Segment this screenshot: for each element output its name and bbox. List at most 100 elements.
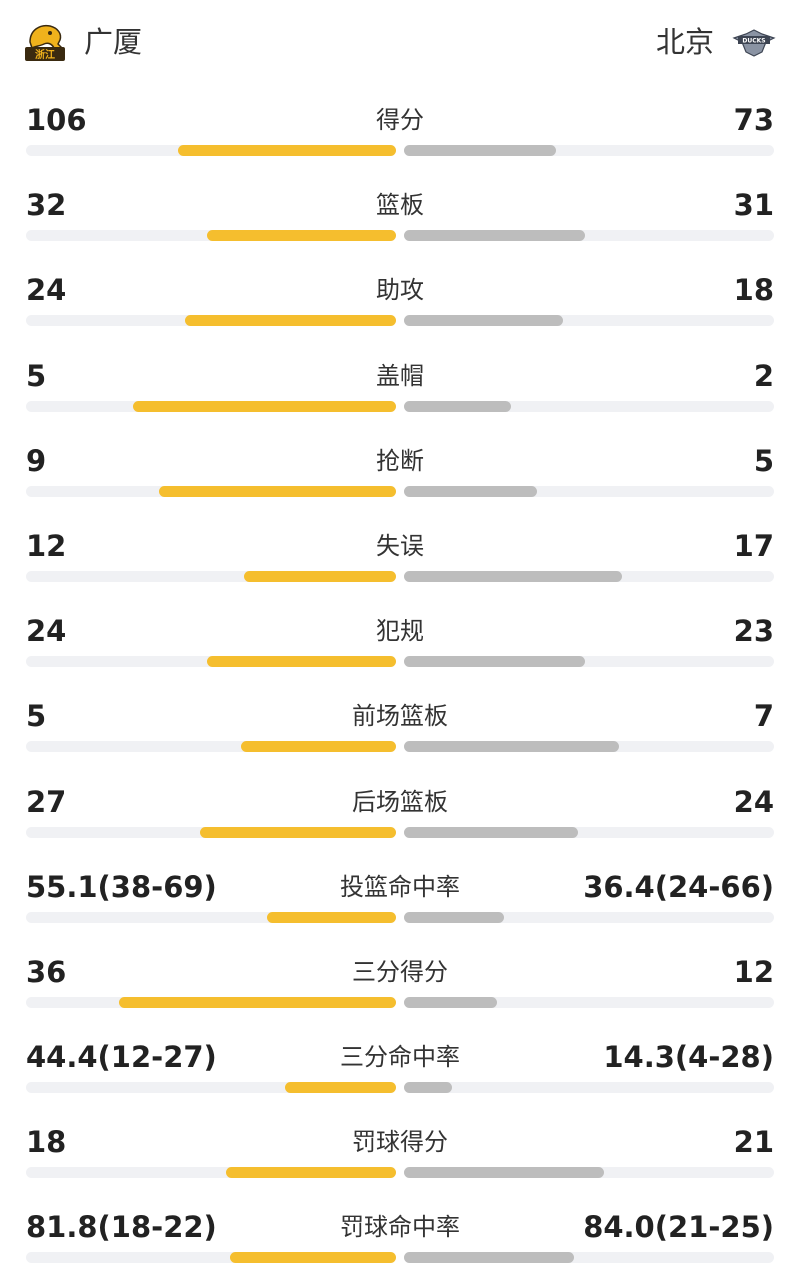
stat-row: 106 得分 73 bbox=[0, 78, 800, 163]
home-stat-value: 36 bbox=[26, 954, 67, 989]
away-stat-track bbox=[404, 656, 774, 668]
away-stat-track bbox=[404, 826, 774, 838]
away-stat-track bbox=[404, 1252, 774, 1264]
home-stat-value: 12 bbox=[26, 528, 67, 563]
away-stat-value: 2 bbox=[753, 358, 774, 393]
away-stat-bar bbox=[404, 826, 578, 838]
away-stat-track bbox=[404, 145, 774, 156]
home-stat-value: 55.1(38-69) bbox=[26, 869, 217, 904]
home-stat-bar bbox=[207, 656, 396, 668]
away-stat-value: 23 bbox=[733, 614, 774, 649]
home-stat-bar bbox=[159, 485, 396, 497]
home-stat-bar bbox=[285, 1082, 396, 1094]
stat-label: 犯规 bbox=[376, 617, 424, 646]
home-stat-track bbox=[26, 315, 396, 327]
home-stat-bar bbox=[244, 570, 396, 582]
home-stat-track bbox=[26, 400, 396, 412]
home-stat-bar bbox=[207, 230, 396, 242]
away-stat-track bbox=[404, 230, 774, 242]
away-stat-value: 73 bbox=[733, 103, 774, 137]
away-stat-bar bbox=[404, 911, 504, 923]
home-stat-bar bbox=[118, 996, 396, 1008]
stat-label: 投篮命中率 bbox=[340, 872, 460, 901]
home-stat-value: 9 bbox=[26, 443, 47, 478]
tiger-logo-icon: 浙江 bbox=[25, 24, 65, 61]
away-stat-bar bbox=[404, 1082, 453, 1094]
away-stat-bar bbox=[404, 315, 564, 327]
home-stat-bar bbox=[133, 400, 396, 412]
stat-row: 24 犯规 23 bbox=[0, 589, 800, 674]
away-stat-bar bbox=[404, 570, 623, 582]
home-stat-bar bbox=[266, 911, 396, 923]
stat-row: 5 盖帽 2 bbox=[0, 334, 800, 419]
home-stat-bar bbox=[199, 826, 396, 838]
stat-label: 罚球命中率 bbox=[340, 1213, 460, 1242]
home-stat-track bbox=[26, 656, 396, 668]
stat-row: 5 前场篮板 7 bbox=[0, 674, 800, 759]
home-stat-track bbox=[26, 485, 396, 497]
home-stat-value: 18 bbox=[26, 1125, 67, 1160]
stat-row: 12 失误 17 bbox=[0, 504, 800, 589]
home-stat-track bbox=[26, 570, 396, 582]
away-stat-track bbox=[404, 911, 774, 923]
stat-label: 前场篮板 bbox=[352, 702, 448, 731]
stat-row: 36 三分得分 12 bbox=[0, 930, 800, 1015]
away-stat-bar bbox=[404, 741, 619, 753]
home-stat-track bbox=[26, 230, 396, 242]
stat-row: 18 罚球得分 21 bbox=[0, 1100, 800, 1185]
away-stat-value: 36.4(24-66) bbox=[583, 869, 774, 904]
stat-label: 助攻 bbox=[376, 276, 424, 305]
stats-comparison: 106 得分 73 32 篮板 31 24 助攻 18 5 盖帽 2 9 抢断 5 12 失误 17 24 犯规 23 5… bbox=[0, 78, 800, 1271]
home-stat-track bbox=[26, 741, 396, 753]
stat-label: 后场篮板 bbox=[352, 787, 448, 816]
stat-label: 三分命中率 bbox=[340, 1043, 460, 1072]
away-stat-bar bbox=[404, 485, 538, 497]
stat-label: 盖帽 bbox=[376, 361, 424, 390]
home-stat-track bbox=[26, 1167, 396, 1179]
home-stat-bar bbox=[185, 315, 396, 327]
away-stat-track bbox=[404, 741, 774, 753]
away-stat-bar bbox=[404, 996, 497, 1008]
home-stat-bar bbox=[240, 741, 396, 753]
away-stat-value: 84.0(21-25) bbox=[583, 1210, 774, 1245]
home-stat-value: 24 bbox=[26, 273, 67, 308]
home-stat-bar bbox=[177, 145, 396, 156]
away-stat-bar bbox=[404, 230, 586, 242]
home-stat-bar bbox=[225, 1167, 396, 1179]
home-stat-value: 106 bbox=[26, 103, 87, 137]
home-stat-track bbox=[26, 826, 396, 838]
stat-row: 55.1(38-69) 投篮命中率 36.4(24-66) bbox=[0, 845, 800, 930]
home-stat-track bbox=[26, 1082, 396, 1094]
away-team-name: 北京 bbox=[655, 25, 714, 59]
stat-row: 81.8(18-22) 罚球命中率 84.0(21-25) bbox=[0, 1185, 800, 1270]
away-stat-track bbox=[404, 1167, 774, 1179]
stat-label: 篮板 bbox=[376, 191, 424, 220]
home-team-name: 广厦 bbox=[84, 25, 143, 59]
home-stat-value: 44.4(12-27) bbox=[26, 1040, 217, 1075]
stat-label: 罚球得分 bbox=[352, 1128, 448, 1157]
home-stat-value: 81.8(18-22) bbox=[26, 1210, 217, 1245]
away-stat-value: 31 bbox=[733, 188, 774, 223]
away-stat-value: 14.3(4-28) bbox=[603, 1040, 774, 1075]
away-stat-value: 21 bbox=[733, 1125, 774, 1160]
svg-text:浙江: 浙江 bbox=[35, 48, 55, 61]
stat-label: 三分得分 bbox=[352, 957, 448, 986]
away-stat-value: 7 bbox=[753, 699, 774, 734]
stat-row: 27 后场篮板 24 bbox=[0, 760, 800, 845]
home-stat-value: 24 bbox=[26, 614, 67, 649]
away-stat-bar bbox=[404, 1252, 575, 1264]
stat-row: 32 篮板 31 bbox=[0, 163, 800, 248]
svg-text:DUCKS: DUCKS bbox=[742, 38, 765, 45]
stat-row: 9 抢断 5 bbox=[0, 419, 800, 504]
stat-label: 失误 bbox=[376, 531, 424, 560]
away-team[interactable]: 北京 DUCKS bbox=[656, 22, 776, 62]
away-stat-bar bbox=[404, 1167, 604, 1179]
away-stat-track bbox=[404, 1082, 774, 1094]
stat-row: 24 助攻 18 bbox=[0, 248, 800, 333]
away-stat-value: 24 bbox=[733, 784, 774, 819]
away-stat-track bbox=[404, 485, 774, 497]
match-header: 浙江 广厦 北京 DUCKS bbox=[0, 0, 800, 90]
home-stat-value: 27 bbox=[26, 784, 67, 819]
home-team[interactable]: 浙江 广厦 bbox=[24, 22, 142, 62]
home-stat-bar bbox=[229, 1252, 396, 1264]
